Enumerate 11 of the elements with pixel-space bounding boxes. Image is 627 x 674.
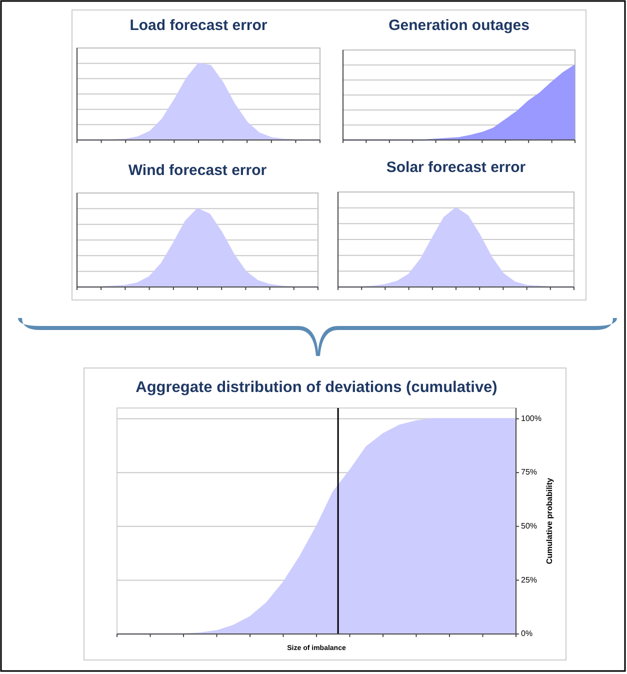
chart-title: Aggregate distribution of deviations (cumulative)	[136, 379, 498, 396]
y-tick-label: 100%	[521, 414, 542, 423]
chart-title: Load forecast error	[130, 17, 268, 34]
chart-title: Wind forecast error	[128, 162, 267, 179]
y-tick-label: 0%	[521, 629, 533, 638]
y-axis-title: Cumulative probability	[545, 477, 554, 564]
chart-title: Generation outages	[388, 17, 530, 34]
y-tick-label: 50%	[521, 521, 538, 530]
y-tick-label: 75%	[521, 468, 538, 477]
chart-title: Solar forecast error	[386, 159, 526, 176]
y-tick-label: 25%	[521, 575, 538, 584]
